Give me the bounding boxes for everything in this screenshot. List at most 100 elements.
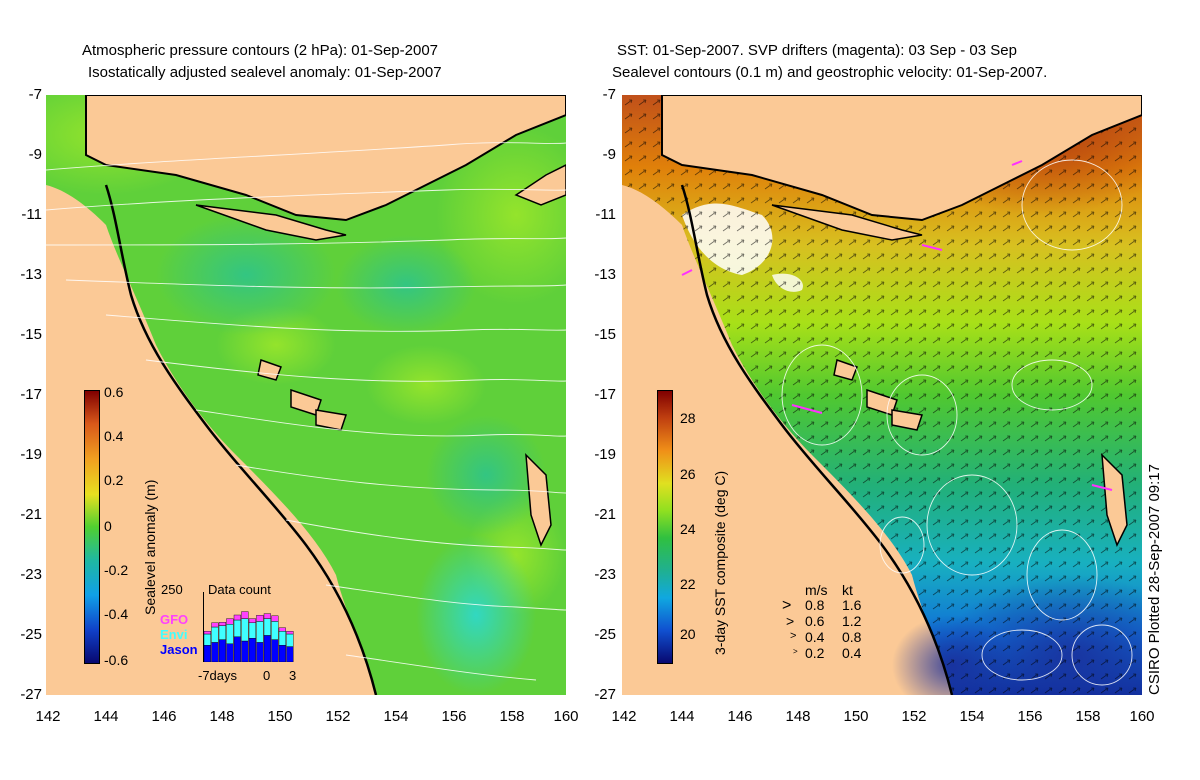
bar-envi	[204, 633, 211, 646]
x-tick: 150	[267, 708, 293, 725]
y-tick: -19	[20, 446, 42, 463]
data-count-max: 250	[161, 582, 183, 597]
velocity-arrow-icon: >	[793, 647, 798, 656]
credit-label: CSIRO Plotted 28-Sep-2007 09:17	[1146, 464, 1163, 695]
y-tick: -23	[20, 566, 42, 583]
left-title-line1: Atmospheric pressure contours (2 hPa): 0…	[82, 42, 439, 59]
y-tick: -17	[594, 386, 616, 403]
y-tick: -21	[20, 506, 42, 523]
y-tick: -11	[595, 206, 616, 223]
y-tick: -25	[594, 626, 616, 643]
legend-gfo: GFO	[160, 612, 189, 627]
sst-cbar-tick: 26	[680, 466, 696, 482]
x-tick: 142	[611, 708, 637, 725]
x-tick: 160	[553, 708, 579, 725]
x-tick: 156	[441, 708, 467, 725]
sla-cbar-label: Sealevel anomaly (m)	[142, 479, 158, 615]
bar-envi	[248, 622, 256, 639]
x-tick: 146	[727, 708, 753, 725]
bar-jason	[271, 639, 279, 662]
sla-map-svg	[46, 95, 566, 695]
x-tick: 156	[1017, 708, 1043, 725]
data-count-xlabel-end: 3	[289, 668, 297, 683]
bar-jason	[278, 645, 286, 662]
bar-envi	[233, 619, 241, 637]
y-tick: -17	[20, 386, 42, 403]
x-tick: 144	[93, 708, 119, 725]
bar-envi	[286, 633, 294, 647]
y-tick: -15	[20, 326, 42, 343]
x-tick: 150	[843, 708, 869, 725]
y-tick: -11	[21, 206, 42, 223]
bar-gfo	[233, 614, 241, 621]
sla-cbar-tick: 0.6	[104, 384, 124, 400]
sst-cbar-tick: 24	[680, 521, 696, 537]
velocity-ms-value: 0.2	[805, 645, 825, 661]
velocity-ms-value: 0.6	[805, 613, 825, 629]
sla-cbar-tick: 0	[104, 518, 112, 534]
sst-map	[622, 95, 1142, 695]
x-tick: 158	[499, 708, 525, 725]
data-count-chart	[204, 611, 294, 662]
bar-envi	[226, 624, 234, 645]
bar-envi	[271, 621, 279, 640]
data-count-xlabel-start: -7days	[198, 668, 238, 683]
bar-jason	[256, 642, 264, 662]
y-tick: -7	[602, 86, 616, 103]
bar-gfo	[278, 627, 286, 632]
velocity-ms-value: 0.4	[805, 629, 825, 645]
bar-gfo	[204, 631, 211, 635]
velocity-arrow-icon: >	[786, 613, 795, 629]
bar-jason	[211, 642, 219, 662]
y-tick: -9	[28, 146, 42, 163]
bar-envi	[211, 626, 219, 643]
bar-jason	[218, 639, 226, 662]
bar-envi	[263, 618, 271, 636]
right-title-line2: Sealevel contours (0.1 m) and geostrophi…	[612, 64, 1048, 81]
x-tick: 152	[325, 708, 351, 725]
y-tick: -27	[594, 686, 616, 703]
bar-gfo	[256, 615, 264, 622]
sst-cbar-tick: 22	[680, 576, 696, 592]
y-tick: -7	[28, 86, 42, 103]
y-tick: -13	[594, 266, 616, 283]
bar-jason	[241, 640, 249, 662]
bar-envi	[218, 625, 226, 640]
bar-jason	[226, 643, 234, 662]
bar-jason	[263, 635, 271, 662]
y-tick: -27	[20, 686, 42, 703]
sst-cbar-tick: 28	[680, 410, 696, 426]
data-count-axis	[203, 592, 204, 662]
bar-gfo	[263, 613, 271, 619]
x-tick: 152	[901, 708, 927, 725]
velocity-kt-value: 0.4	[842, 645, 862, 661]
y-tick: -25	[20, 626, 42, 643]
velocity-kt-value: 1.2	[842, 613, 862, 629]
data-count-title: Data count	[208, 582, 271, 597]
bar-jason	[204, 645, 211, 662]
x-tick: 142	[35, 708, 61, 725]
bar-jason	[286, 646, 294, 662]
sla-colorbar	[84, 390, 100, 664]
y-tick: -9	[602, 146, 616, 163]
sla-cbar-tick: 0.2	[104, 472, 124, 488]
legend-jason: Jason	[160, 642, 198, 657]
bar-jason	[233, 636, 241, 662]
y-tick: -13	[20, 266, 42, 283]
sla-map	[46, 95, 566, 695]
x-tick: 148	[785, 708, 811, 725]
bar-gfo	[218, 622, 226, 626]
sla-cbar-tick: -0.4	[104, 606, 129, 622]
x-tick: 148	[209, 708, 235, 725]
sst-cbar-tick: 20	[680, 626, 696, 642]
velocity-header-ms: m/s	[805, 582, 828, 598]
velocity-header-kt: kt	[842, 582, 853, 598]
x-tick: 154	[959, 708, 985, 725]
velocity-ms-value: 0.8	[805, 597, 825, 613]
bar-envi	[278, 631, 286, 646]
bar-jason	[248, 638, 256, 662]
sst-colorbar	[657, 390, 673, 664]
velocity-arrow-icon: >	[790, 630, 797, 642]
sla-cbar-tick: 0.4	[104, 428, 124, 444]
x-tick: 154	[383, 708, 409, 725]
